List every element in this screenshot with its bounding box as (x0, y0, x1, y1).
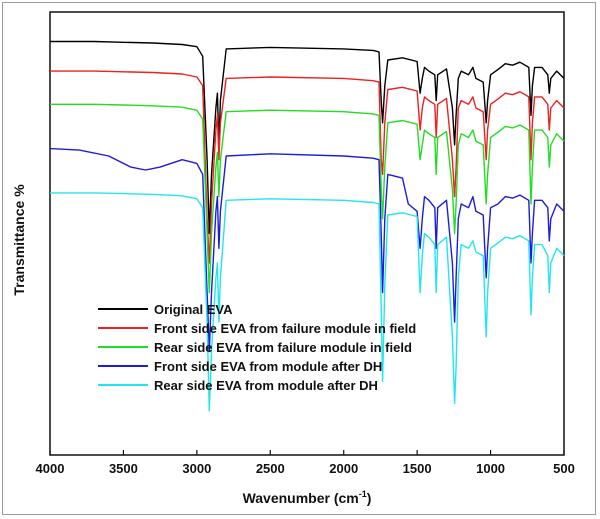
x-tick-label: 3000 (182, 461, 211, 476)
legend-label: Rear side EVA from failure module in fie… (154, 340, 412, 355)
x-tick-label: 2500 (256, 461, 285, 476)
legend: Original EVA Front side EVA from failure … (98, 302, 416, 393)
series-line-1 (50, 40, 565, 235)
x-tick-label: 2000 (329, 461, 358, 476)
x-tick-label: 4000 (36, 461, 65, 476)
x-axis-title: Wavenumber (cm-1) (243, 489, 372, 506)
y-axis-title: Transmittance % (11, 184, 27, 296)
x-axis-title-main: Wavenumber (cm (243, 490, 359, 506)
x-tick-label: 500 (553, 461, 575, 476)
series-line-2 (50, 70, 565, 264)
series-layer (49, 40, 565, 412)
x-axis-title-tail: ) (367, 490, 372, 506)
x-tick-label: 1500 (403, 461, 432, 476)
legend-label: Front side EVA from module after DH (154, 359, 382, 374)
series-line-3 (50, 103, 565, 294)
x-axis-title-superscript: -1 (359, 489, 367, 499)
legend-label: Front side EVA from failure module in fi… (154, 321, 416, 336)
x-axis-ticks: 4000 3500 3000 2500 2000 1500 1000 500 (36, 450, 575, 476)
x-tick-label: 3500 (109, 461, 138, 476)
figure-frame (2, 2, 596, 515)
plot-area (49, 11, 565, 456)
series-line-4 (49, 147, 565, 353)
legend-label: Original EVA (154, 302, 233, 317)
series-line-5 (50, 192, 565, 412)
x-tick-label: 1000 (476, 461, 505, 476)
legend-label: Rear side EVA from module after DH (154, 378, 378, 393)
